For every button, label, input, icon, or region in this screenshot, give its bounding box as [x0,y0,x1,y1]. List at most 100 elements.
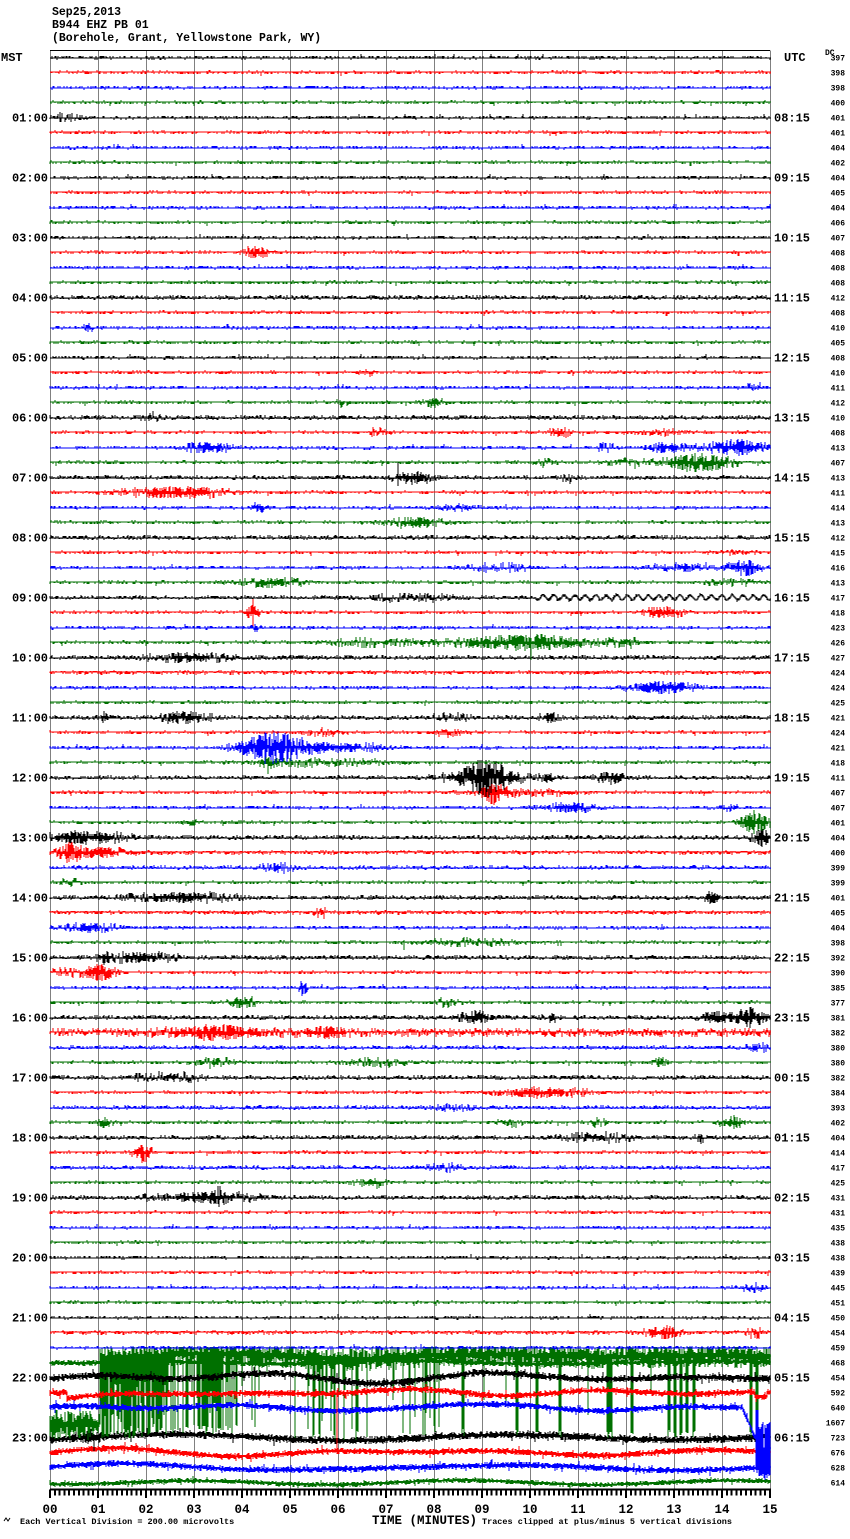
svg-text:382: 382 [831,1075,846,1084]
svg-text:11: 11 [570,1503,585,1517]
svg-text:408: 408 [831,265,846,274]
svg-text:399: 399 [831,865,846,874]
svg-text:06:15: 06:15 [774,1432,810,1446]
svg-text:15: 15 [762,1503,777,1517]
svg-text:13:00: 13:00 [12,832,48,846]
svg-text:04:00: 04:00 [12,292,48,306]
svg-text:12: 12 [618,1503,633,1517]
svg-text:413: 413 [831,580,846,589]
svg-text:405: 405 [831,340,846,349]
svg-text:424: 424 [831,670,846,679]
svg-text:390: 390 [831,970,846,979]
svg-text:14:00: 14:00 [12,892,48,906]
svg-text:435: 435 [831,1225,846,1234]
svg-text:407: 407 [831,235,846,244]
svg-text:03: 03 [186,1503,201,1517]
svg-text:425: 425 [831,1180,846,1189]
svg-text:20:15: 20:15 [774,832,810,846]
svg-text:407: 407 [831,790,846,799]
svg-text:415: 415 [831,550,846,559]
svg-text:404: 404 [831,205,846,214]
svg-text:400: 400 [831,850,846,859]
svg-text:19:00: 19:00 [12,1192,48,1206]
svg-text:06: 06 [330,1503,345,1517]
svg-text:454: 454 [831,1375,846,1384]
svg-text:404: 404 [831,835,846,844]
svg-text:14: 14 [714,1503,730,1517]
svg-text:411: 411 [831,385,846,394]
svg-text:00:15: 00:15 [774,1072,810,1086]
svg-text:384: 384 [831,1090,846,1099]
svg-text:Each Vertical Division = 200.: Each Vertical Division = 200.00 microvol… [20,1517,234,1527]
svg-text:411: 411 [831,490,846,499]
svg-text:20:00: 20:00 [12,1252,48,1266]
svg-text:410: 410 [831,370,846,379]
svg-text:439: 439 [831,1270,846,1279]
svg-text:398: 398 [831,940,846,949]
svg-text:431: 431 [831,1195,846,1204]
svg-text:427: 427 [831,655,846,664]
svg-text:09: 09 [474,1503,489,1517]
svg-text:00: 00 [42,1503,57,1517]
svg-text:04:15: 04:15 [774,1312,810,1326]
svg-text:MST: MST [1,51,23,65]
svg-text:418: 418 [831,760,846,769]
svg-text:21:15: 21:15 [774,892,810,906]
svg-text:380: 380 [831,1060,846,1069]
svg-text:408: 408 [831,280,846,289]
svg-text:13:15: 13:15 [774,412,810,426]
svg-text:454: 454 [831,1330,846,1339]
svg-text:19:15: 19:15 [774,772,810,786]
svg-text:08:00: 08:00 [12,532,48,546]
svg-text:402: 402 [831,160,846,169]
svg-text:05:15: 05:15 [774,1372,810,1386]
svg-text:09:00: 09:00 [12,592,48,606]
svg-text:01:15: 01:15 [774,1132,810,1146]
svg-text:400: 400 [831,100,846,109]
svg-text:02:00: 02:00 [12,172,48,186]
svg-text:18:00: 18:00 [12,1132,48,1146]
svg-text:438: 438 [831,1240,846,1249]
svg-text:408: 408 [831,430,846,439]
svg-text:18:15: 18:15 [774,712,810,726]
svg-text:21:00: 21:00 [12,1312,48,1326]
svg-text:412: 412 [831,400,846,409]
svg-text:397: 397 [831,55,846,64]
svg-text:410: 410 [831,325,846,334]
svg-text:377: 377 [831,1000,846,1009]
svg-text:17:00: 17:00 [12,1072,48,1086]
svg-text:424: 424 [831,685,846,694]
svg-text:12:15: 12:15 [774,352,810,366]
svg-text:406: 406 [831,220,846,229]
svg-text:16:15: 16:15 [774,592,810,606]
svg-text:382: 382 [831,1030,846,1039]
svg-text:09:15: 09:15 [774,172,810,186]
svg-text:22:00: 22:00 [12,1372,48,1386]
svg-text:407: 407 [831,805,846,814]
svg-text:424: 424 [831,730,846,739]
svg-text:416: 416 [831,565,846,574]
svg-text:15:00: 15:00 [12,952,48,966]
svg-text:413: 413 [831,520,846,529]
svg-text:15:15: 15:15 [774,532,810,546]
svg-text:13: 13 [666,1503,681,1517]
svg-text:11:00: 11:00 [12,712,48,726]
svg-text:Sep25,2013: Sep25,2013 [52,6,121,19]
svg-text:459: 459 [831,1345,846,1354]
svg-text:723: 723 [831,1435,846,1444]
svg-text:381: 381 [831,1015,846,1024]
svg-text:14:15: 14:15 [774,472,810,486]
svg-text:17:15: 17:15 [774,652,810,666]
svg-text:TIME (MINUTES): TIME (MINUTES) [372,1514,477,1528]
svg-text:408: 408 [831,250,846,259]
svg-text:408: 408 [831,355,846,364]
svg-text:DC: DC [825,49,835,58]
svg-text:385: 385 [831,985,846,994]
svg-text:640: 640 [831,1405,846,1414]
svg-text:07:00: 07:00 [12,472,48,486]
svg-text:405: 405 [831,910,846,919]
svg-text:05:00: 05:00 [12,352,48,366]
svg-text:628: 628 [831,1465,846,1474]
svg-text:425: 425 [831,700,846,709]
svg-text:402: 402 [831,1120,846,1129]
